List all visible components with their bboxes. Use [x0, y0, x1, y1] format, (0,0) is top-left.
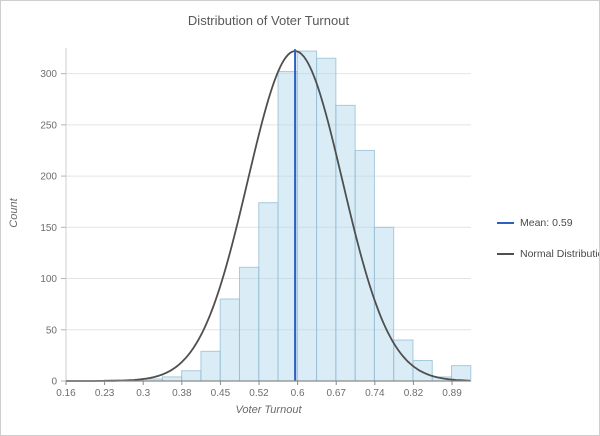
histogram-bar	[296, 50, 318, 382]
x-tick-label: 0.45	[211, 388, 231, 399]
x-tick-label: 0.38	[172, 388, 192, 399]
y-tick-label: 50	[46, 325, 58, 336]
y-tick-label: 150	[40, 223, 57, 234]
x-axis-title: Voter Turnout	[235, 404, 302, 416]
normal-distribution-curve	[66, 50, 470, 382]
x-tick-label: 0.3	[136, 388, 150, 399]
x-tick-label: 0.67	[326, 388, 346, 399]
y-tick-label: 100	[40, 274, 57, 285]
x-tick-label: 0.82	[404, 388, 424, 399]
histogram-bar	[373, 226, 395, 382]
legend-label-normal: Normal Distribution	[520, 248, 599, 260]
chart-title: Distribution of Voter Turnout	[187, 13, 350, 28]
legend-item-mean: Mean: 0.59	[497, 217, 599, 229]
x-tick-label: 0.74	[365, 388, 385, 399]
y-tick-label: 300	[40, 69, 57, 80]
legend-item-normal: Normal Distribution	[497, 248, 599, 260]
legend: Mean: 0.59 Normal Distribution	[497, 217, 599, 279]
mean-line-swatch-icon	[497, 222, 514, 224]
legend-label-mean: Mean: 0.59	[520, 217, 573, 229]
x-tick-label: 0.16	[56, 388, 76, 399]
x-tick-label: 0.89	[442, 388, 462, 399]
y-axis-title: Count	[8, 198, 20, 228]
y-tick-label: 200	[40, 172, 57, 183]
y-tick-label: 250	[40, 120, 57, 131]
y-tick-label: 0	[51, 377, 57, 388]
x-tick-label: 0.52	[249, 388, 269, 399]
histogram-bar	[258, 202, 279, 382]
histogram-bar	[238, 266, 260, 382]
normal-curve-swatch-icon	[497, 253, 514, 255]
histogram-bar	[451, 365, 472, 382]
x-tick-label: 0.6	[291, 388, 305, 399]
histogram-bar	[219, 298, 240, 382]
histogram-bar	[412, 360, 433, 382]
histogram-bar	[200, 350, 221, 382]
x-tick-label: 0.23	[95, 388, 115, 399]
histogram-bar	[335, 104, 356, 382]
histogram-bar	[316, 57, 337, 382]
histogram-bar	[181, 370, 202, 382]
